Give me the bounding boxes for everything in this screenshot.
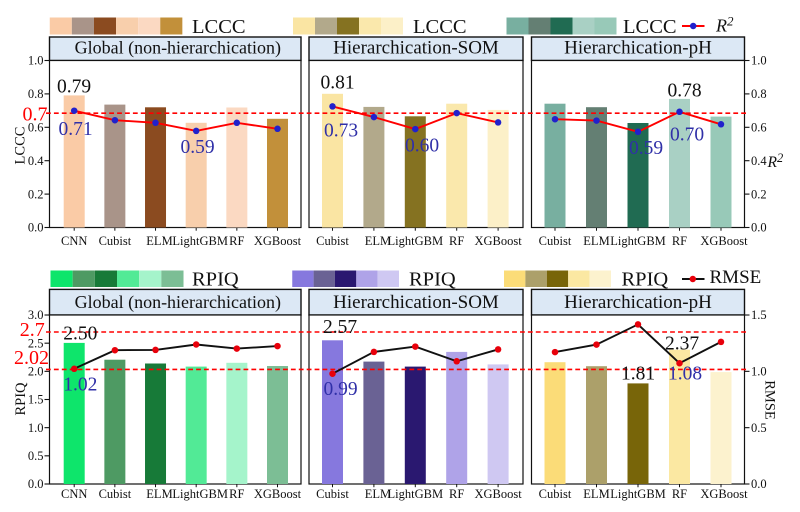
svg-text:Cubist: Cubist	[99, 487, 132, 501]
svg-text:1.0: 1.0	[28, 54, 44, 68]
svg-text:ELM: ELM	[583, 487, 609, 501]
svg-text:0.0: 0.0	[751, 477, 767, 491]
svg-text:0.2: 0.2	[751, 187, 767, 201]
svg-text:0.99: 0.99	[323, 379, 357, 400]
svg-text:0.70: 0.70	[670, 125, 704, 146]
svg-text:Hierarchication-SOM: Hierarchication-SOM	[333, 38, 499, 59]
svg-text:1.0: 1.0	[751, 54, 767, 68]
svg-text:0.0: 0.0	[751, 221, 767, 235]
svg-text:1.0: 1.0	[751, 365, 767, 379]
svg-text:LCCC: LCCC	[13, 127, 29, 165]
svg-text:LightGBM: LightGBM	[610, 487, 666, 501]
svg-text:XGBoost: XGBoost	[474, 487, 522, 501]
svg-text:ELM: ELM	[146, 487, 172, 501]
svg-text:0.0: 0.0	[28, 477, 44, 491]
svg-text:RMSE: RMSE	[762, 380, 778, 420]
svg-text:RF: RF	[672, 234, 687, 248]
svg-text:1.5: 1.5	[28, 393, 44, 407]
svg-text:Hierarchication-pH: Hierarchication-pH	[564, 292, 712, 313]
svg-text:Cubist: Cubist	[316, 234, 349, 248]
svg-text:0.5: 0.5	[28, 449, 44, 463]
svg-text:0.73: 0.73	[324, 120, 358, 141]
svg-text:1.5: 1.5	[751, 308, 767, 322]
svg-text:1.02: 1.02	[63, 374, 97, 395]
svg-text:1.0: 1.0	[28, 421, 44, 435]
svg-text:0.4: 0.4	[751, 154, 767, 168]
svg-text:0.0: 0.0	[28, 221, 44, 235]
svg-text:LCCC: LCCC	[192, 16, 246, 38]
svg-text:XGBoost: XGBoost	[700, 487, 748, 501]
svg-text:RMSE: RMSE	[710, 267, 762, 288]
svg-text:RPIQ: RPIQ	[192, 269, 239, 291]
svg-text:2.7: 2.7	[20, 319, 45, 341]
svg-text:0.8: 0.8	[751, 87, 767, 101]
svg-text:1.08: 1.08	[668, 364, 702, 385]
svg-text:RF: RF	[229, 234, 244, 248]
svg-text:Hierarchication-SOM: Hierarchication-SOM	[333, 292, 499, 313]
svg-text:0.59: 0.59	[180, 137, 214, 158]
svg-text:LightGBM: LightGBM	[172, 234, 228, 248]
svg-text:ELM: ELM	[365, 487, 391, 501]
svg-text:2.02: 2.02	[14, 347, 49, 369]
svg-text:0.6: 0.6	[28, 121, 44, 135]
svg-text:0.79: 0.79	[57, 77, 91, 98]
svg-text:Cubist: Cubist	[316, 487, 349, 501]
svg-text:Hierarchication-pH: Hierarchication-pH	[564, 38, 712, 59]
svg-text:LightGBM: LightGBM	[388, 487, 444, 501]
svg-text:2.57: 2.57	[323, 317, 357, 338]
svg-text:LightGBM: LightGBM	[610, 234, 666, 248]
svg-text:LightGBM: LightGBM	[172, 487, 228, 501]
svg-text:Cubist: Cubist	[539, 234, 572, 248]
svg-text:RF: RF	[449, 234, 464, 248]
svg-text:2.5: 2.5	[28, 336, 44, 350]
svg-text:0.2: 0.2	[28, 187, 44, 201]
svg-text:0.6: 0.6	[751, 121, 767, 135]
svg-text:RPIQ: RPIQ	[622, 269, 669, 291]
svg-text:2.37: 2.37	[665, 333, 699, 354]
svg-text:0.5: 0.5	[751, 421, 767, 435]
svg-text:RF: RF	[672, 487, 687, 501]
svg-text:LCCC: LCCC	[413, 16, 467, 38]
svg-text:XGBoost: XGBoost	[474, 234, 522, 248]
svg-text:ELM: ELM	[146, 234, 172, 248]
svg-text:ELM: ELM	[365, 234, 391, 248]
svg-text:1.81: 1.81	[621, 364, 655, 385]
svg-text:3.0: 3.0	[28, 308, 44, 322]
svg-text:Cubist: Cubist	[539, 487, 572, 501]
svg-text:RPIQ: RPIQ	[13, 382, 29, 416]
svg-text:XGBoost: XGBoost	[254, 234, 302, 248]
svg-text:0.8: 0.8	[28, 87, 44, 101]
svg-text:0.59: 0.59	[629, 138, 663, 159]
svg-text:XGBoost: XGBoost	[700, 234, 748, 248]
svg-text:CNN: CNN	[61, 487, 87, 501]
svg-text:0.60: 0.60	[405, 136, 439, 157]
svg-text:0.4: 0.4	[28, 154, 44, 168]
svg-text:0.78: 0.78	[667, 80, 701, 101]
svg-text:XGBoost: XGBoost	[254, 487, 302, 501]
svg-text:0.7: 0.7	[23, 103, 48, 125]
svg-text:RF: RF	[449, 487, 464, 501]
svg-text:Cubist: Cubist	[99, 234, 132, 248]
svg-text:LightGBM: LightGBM	[388, 234, 444, 248]
svg-text:0.71: 0.71	[58, 119, 92, 140]
svg-text:0.81: 0.81	[320, 72, 354, 93]
svg-text:CNN: CNN	[61, 234, 87, 248]
svg-text:2.0: 2.0	[28, 365, 44, 379]
svg-text:RPIQ: RPIQ	[409, 269, 456, 291]
svg-text:ELM: ELM	[583, 234, 609, 248]
svg-text:2.50: 2.50	[63, 324, 97, 345]
svg-text:Global (non-hierarchication): Global (non-hierarchication)	[75, 38, 281, 59]
svg-text:LCCC: LCCC	[623, 16, 677, 38]
svg-text:Global (non-hierarchication): Global (non-hierarchication)	[75, 292, 281, 313]
svg-text:RF: RF	[229, 487, 244, 501]
